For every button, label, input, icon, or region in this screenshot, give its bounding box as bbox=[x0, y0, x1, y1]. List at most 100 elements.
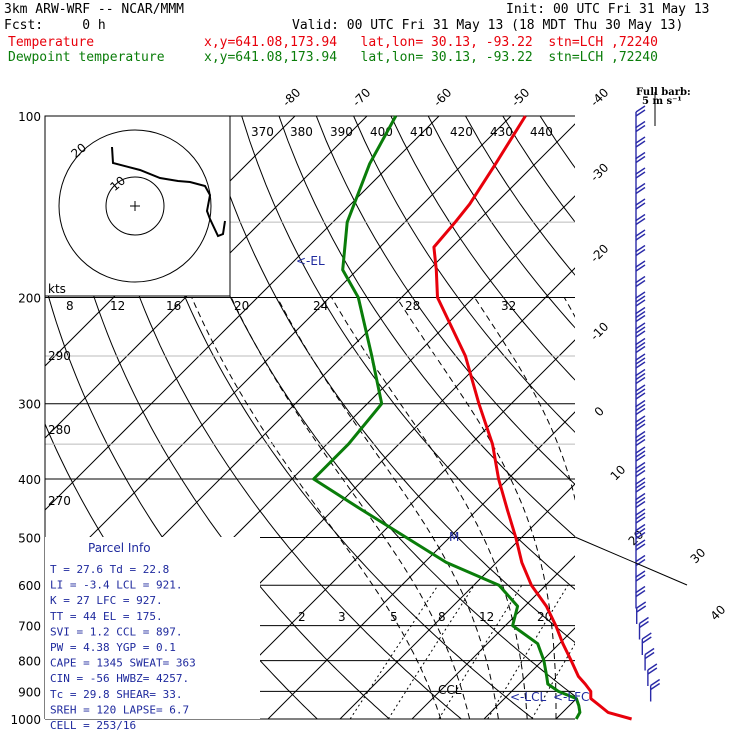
isotherm-label: -80 bbox=[280, 85, 304, 109]
wind-barb-flag bbox=[635, 434, 646, 443]
isotherm-line bbox=[555, 699, 575, 719]
parcel-info-row: CAPE = 1345 SWEAT= 363 bbox=[50, 657, 196, 670]
dry-adiabat bbox=[353, 116, 575, 433]
wind-barb-flag bbox=[635, 341, 646, 350]
wind-barb-flag bbox=[647, 663, 658, 671]
wind-barb-flag bbox=[635, 496, 646, 505]
parcel-info-title: Parcel Info bbox=[88, 541, 151, 555]
wind-barb-flag bbox=[635, 202, 646, 210]
wind-barb-flag bbox=[635, 570, 646, 578]
parcel-info-box: Parcel Info T = 27.6 Td = 22.8 LI = -3.4 … bbox=[45, 537, 260, 732]
wind-barb-flag bbox=[635, 403, 646, 412]
barb-legend-value: 5 m s⁻¹ bbox=[642, 96, 682, 107]
wind-barb-flag bbox=[635, 299, 646, 307]
wind-barb-flag bbox=[635, 151, 646, 160]
mixing-ratio-line bbox=[487, 584, 569, 719]
isotherm-line bbox=[195, 339, 575, 719]
speed-label: 12 bbox=[110, 299, 125, 313]
isotherm-label: 0 bbox=[592, 404, 607, 419]
dry-adiabat bbox=[615, 116, 740, 719]
speed-label: 8 bbox=[66, 299, 74, 313]
isotherm-line bbox=[628, 116, 740, 719]
speed-label: 20 bbox=[234, 299, 249, 313]
level-markers: <-EL M CCL <-LCL <-LFC bbox=[296, 254, 589, 704]
valid-time: Valid: 00 UTC Fri 31 May 13 (18 MDT Thu … bbox=[292, 18, 684, 33]
dry-adiabat bbox=[689, 116, 740, 719]
moist-adiabat bbox=[396, 297, 557, 719]
speed-label: 28 bbox=[405, 299, 420, 313]
moist-adiabat bbox=[563, 297, 575, 318]
diagram-edge bbox=[574, 536, 688, 586]
theta-labels: 370 380 390 400 410 420 430 440 290 280 … bbox=[48, 125, 553, 508]
wind-barb-flag bbox=[635, 485, 646, 493]
isotherm-label: 10 bbox=[608, 462, 629, 483]
wind-barb-flag bbox=[635, 376, 646, 385]
wind-barb-flag bbox=[635, 233, 646, 241]
pressure-label: 800 bbox=[18, 655, 41, 669]
wind-barb-flag bbox=[635, 337, 646, 346]
speed-label: 16 bbox=[166, 299, 181, 313]
theta-label-left: 280 bbox=[48, 423, 71, 437]
moist-adiabat bbox=[642, 298, 676, 720]
wind-barb-flag bbox=[635, 275, 646, 284]
theta-label-left: 290 bbox=[48, 349, 71, 363]
wind-barb-flag bbox=[635, 558, 646, 567]
wind-barb-flag bbox=[635, 171, 646, 179]
dewpoint-profile bbox=[312, 115, 582, 720]
wind-barb-flag bbox=[635, 244, 646, 253]
wind-barb-flag bbox=[635, 399, 646, 408]
wind-barb-flag bbox=[635, 361, 646, 369]
pressure-label: 500 bbox=[18, 531, 41, 545]
dry-adiabat bbox=[427, 116, 575, 329]
wind-barb-flag bbox=[647, 667, 658, 675]
dry-adiabat bbox=[652, 116, 740, 719]
dry-adiabat bbox=[390, 116, 575, 381]
ccl-marker: CCL bbox=[438, 683, 462, 697]
m-marker: M bbox=[449, 530, 459, 544]
wind-barb-flag bbox=[635, 539, 646, 547]
wind-barb-flag bbox=[635, 264, 646, 272]
wind-barb-flag bbox=[639, 620, 649, 629]
isotherm-line bbox=[339, 483, 575, 719]
wind-barb-flag bbox=[635, 310, 646, 319]
pressure-label: 100 bbox=[18, 110, 41, 124]
wind-barb-flag bbox=[635, 260, 646, 268]
wind-barb-flag bbox=[635, 345, 646, 354]
wind-barb-flag bbox=[635, 279, 646, 288]
theta-label: 420 bbox=[450, 125, 473, 139]
wind-barb-flag bbox=[635, 322, 646, 330]
model-title: 3km ARW-WRF -- NCAR/MMM bbox=[4, 2, 185, 17]
dewpoint-location: x,y=641.08,173.94 lat,lon= 30.13, -93.22… bbox=[204, 50, 658, 65]
isotherm-label: -50 bbox=[509, 85, 533, 109]
wind-barb-flag bbox=[635, 124, 646, 133]
theta-label: 390 bbox=[330, 125, 353, 139]
wind-barb-flag bbox=[635, 291, 646, 299]
parcel-info-row: SREH = 120 LAPSE= 6.7 bbox=[50, 703, 189, 716]
moist-adiabat bbox=[671, 298, 737, 720]
wind-barb-flag bbox=[635, 295, 646, 303]
wind-barb-flag bbox=[635, 543, 646, 551]
wind-barb-flag bbox=[635, 500, 646, 509]
isotherm-line bbox=[45, 116, 368, 439]
temperature-location: x,y=641.08,173.94 lat,lon= 30.13, -93.22… bbox=[204, 35, 658, 50]
hodograph-trace bbox=[111, 146, 226, 238]
hodograph-ring-outer bbox=[58, 129, 212, 283]
wind-barb-flag bbox=[635, 392, 646, 400]
wind-barb-flag bbox=[635, 512, 646, 520]
wind-barb-flag bbox=[635, 465, 646, 474]
pressure-label: 200 bbox=[18, 292, 41, 306]
isotherm-line bbox=[45, 116, 440, 511]
wind-barb-flag bbox=[635, 136, 646, 144]
wind-barb-flag bbox=[635, 469, 646, 478]
wind-barb-flag bbox=[635, 438, 646, 447]
wind-barb-flag bbox=[644, 647, 655, 656]
moist-adiabat bbox=[474, 297, 575, 502]
moist-adiabat bbox=[230, 297, 471, 719]
wind-barb-flag bbox=[635, 589, 646, 598]
wind-barb-flag bbox=[635, 419, 646, 427]
isotherm-label: -70 bbox=[350, 85, 374, 109]
hodograph: 20 10 kts bbox=[44, 115, 231, 297]
theta-label-left: 270 bbox=[48, 494, 71, 508]
wind-barb-flag bbox=[635, 531, 646, 540]
